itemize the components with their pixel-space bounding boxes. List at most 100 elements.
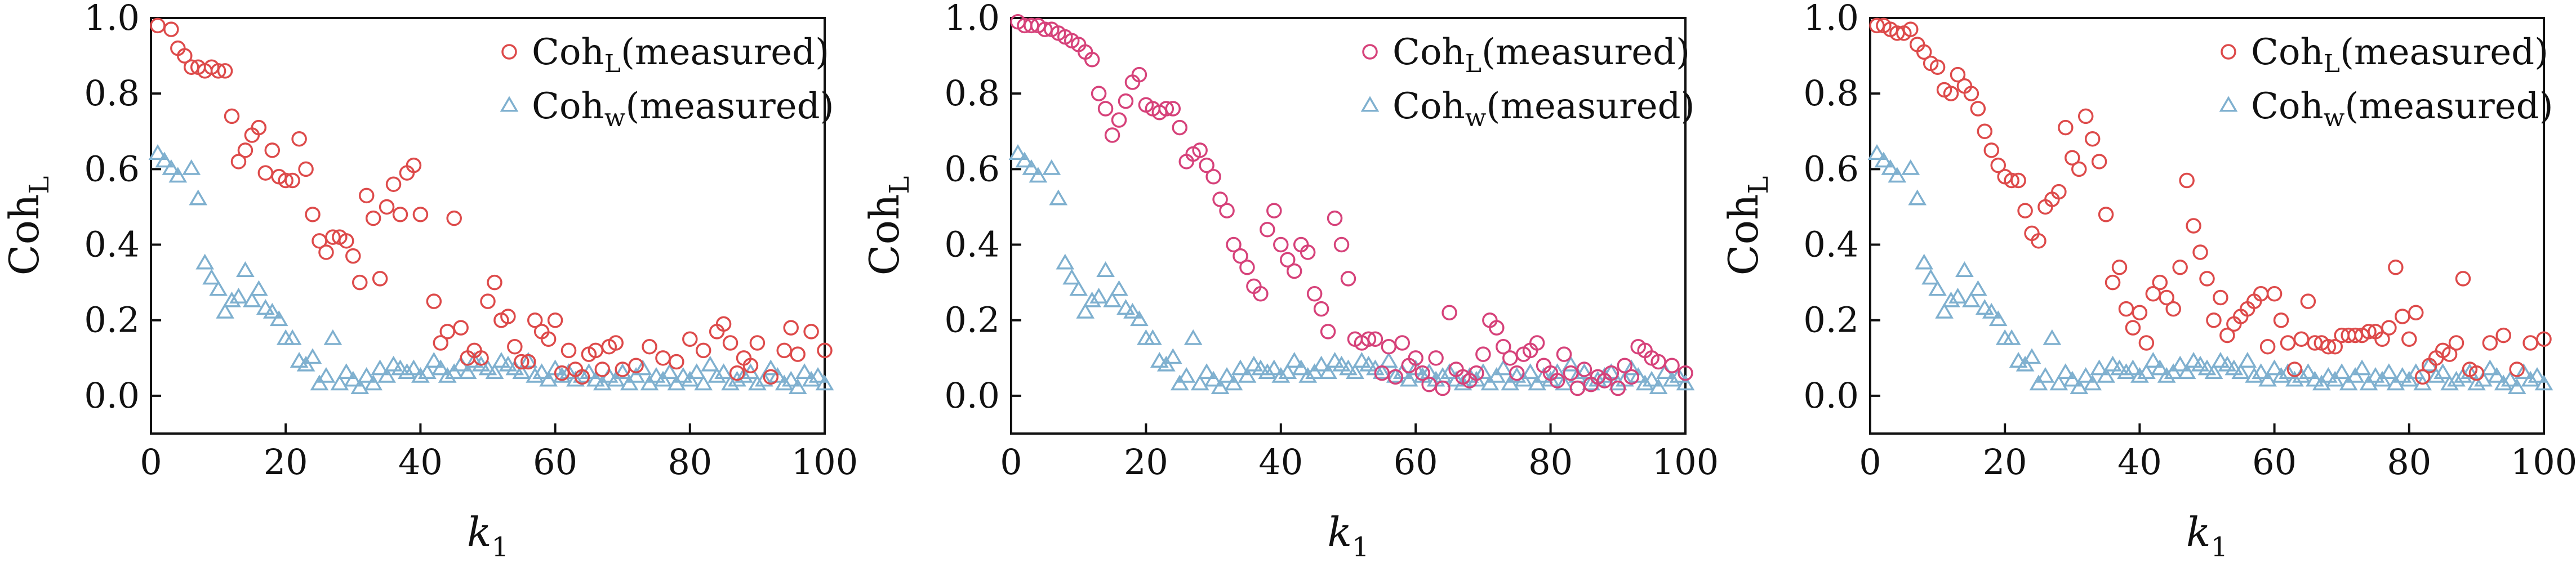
coh-w-point [377, 367, 396, 383]
coh-w-point [431, 359, 450, 376]
coh-w-point [1103, 291, 1122, 307]
coh-w-point [1622, 359, 1641, 376]
coh-w-point [189, 189, 208, 206]
coh-w-point [1962, 291, 1981, 307]
coh-l-point [1509, 365, 1525, 381]
coh-l-point [2495, 327, 2511, 343]
coh-l-point [790, 346, 806, 362]
coh-l-point [2118, 301, 2134, 317]
coh-l-point [1394, 335, 1411, 351]
coh-w-point [626, 367, 646, 383]
y-tick-label: 0.8 [1803, 73, 1859, 114]
coh-w-point [1548, 363, 1567, 380]
chart-panel-2: 0 20 40 60 80 100 0.0 0.2 0.4 0.6 0.8 1.0 k1 CohL CohL… [861, 0, 1719, 563]
coh-l-point [2071, 161, 2087, 177]
coh-w-point [283, 329, 302, 345]
coh-l-point [1266, 203, 1282, 218]
coh-w-point [182, 159, 201, 175]
coh-w-point [1224, 374, 1243, 391]
coh-w-point [1305, 363, 1324, 380]
y-tick-label: 0.6 [1803, 148, 1859, 189]
coh-w-point [256, 299, 275, 315]
coh-l-point [2374, 331, 2390, 347]
coh-l-point [1617, 358, 1633, 373]
coh-l-point [1367, 331, 1383, 347]
coh-w-point [1669, 367, 1688, 383]
coh-l-point [1165, 101, 1181, 117]
coh-l-point [2327, 338, 2343, 355]
y-tick-label: 1.0 [84, 0, 140, 38]
y-tick-label: 0.4 [944, 224, 1000, 265]
legend-entry-label: Cohw(measured) [1392, 86, 1695, 132]
coh-l-point [487, 274, 502, 291]
coh-w-point [223, 291, 241, 307]
coh-l-point [1212, 191, 1228, 207]
coh-w-point [2056, 363, 2075, 380]
x-tick-label: 80 [668, 441, 712, 483]
coh-w-point [1015, 151, 1034, 168]
coh-w-point [660, 363, 679, 380]
coh-l-point [2105, 274, 2121, 291]
coh-w-point [1908, 189, 1927, 206]
coh-w-point [1474, 363, 1493, 380]
coh-l-point [2058, 119, 2074, 136]
y-tick-label: 0.6 [944, 148, 1000, 189]
coh-w-point [735, 367, 753, 383]
coh-w-point [2063, 370, 2082, 387]
coh-w-point [1935, 302, 1954, 319]
coh-l-point [365, 210, 381, 226]
coh-w-point [424, 352, 443, 368]
coh-l-point [776, 342, 792, 359]
coh-w-point [586, 370, 605, 387]
legend-circle-marker [1362, 44, 1378, 60]
coh-l-point [1327, 210, 1343, 226]
y-tick-label: 0.0 [1803, 375, 1859, 416]
coh-l-point [1084, 52, 1100, 68]
coh-l-point [1340, 271, 1356, 287]
y-tick-label: 0.0 [944, 375, 1000, 416]
coh-l-point [628, 358, 644, 373]
coh-l-point [2010, 172, 2026, 189]
coh-w-point [1521, 363, 1540, 380]
coh-w-point [1507, 367, 1527, 383]
coh-w-point [748, 374, 767, 391]
coh-w-point [2143, 352, 2163, 368]
coh-l-point [1549, 373, 1565, 389]
coh-l-point [2172, 260, 2188, 275]
coh-l-point [1428, 350, 1444, 366]
coh-w-point [1062, 269, 1082, 285]
coh-l-point [1091, 86, 1107, 101]
coh-l-point [2192, 244, 2208, 260]
coh-w-point [236, 261, 255, 277]
coh-w-point [1076, 302, 1095, 319]
coh-w-point [2480, 359, 2499, 376]
coh-w-point [1258, 363, 1277, 380]
coh-w-point [1629, 367, 1648, 383]
coh-l-point [2273, 312, 2289, 328]
coh-w-point [438, 367, 457, 383]
coh-l-point [2414, 369, 2431, 385]
coh-l-point [473, 350, 489, 366]
coh-w-point [1346, 363, 1364, 380]
legend-entry-label: Cohw(measured) [532, 86, 834, 132]
coh-w-point [499, 355, 518, 372]
legend: CohL(measured) Cohw(measured) [2219, 32, 2553, 132]
coh-l-point [594, 361, 611, 377]
coh-l-point [305, 207, 321, 222]
coh-l-point [507, 338, 523, 355]
coh-w-point [1379, 352, 1398, 368]
coh-w-point [1217, 367, 1236, 383]
coh-w-point [1874, 151, 1893, 168]
coh-w-point [2461, 363, 2479, 380]
coh-l-point [2536, 331, 2552, 347]
coh-w-point [1386, 367, 1405, 383]
coh-l-point [339, 233, 354, 249]
coh-w-point [2379, 363, 2399, 380]
coh-l-point [1502, 350, 1518, 366]
coh-w-point [1144, 329, 1162, 345]
coh-w-point [1042, 159, 1061, 175]
coh-l-point [2361, 324, 2377, 340]
legend-entry-label: CohL(measured) [1392, 32, 1690, 78]
coh-l-point [372, 271, 388, 287]
coh-w-point [1123, 302, 1142, 319]
